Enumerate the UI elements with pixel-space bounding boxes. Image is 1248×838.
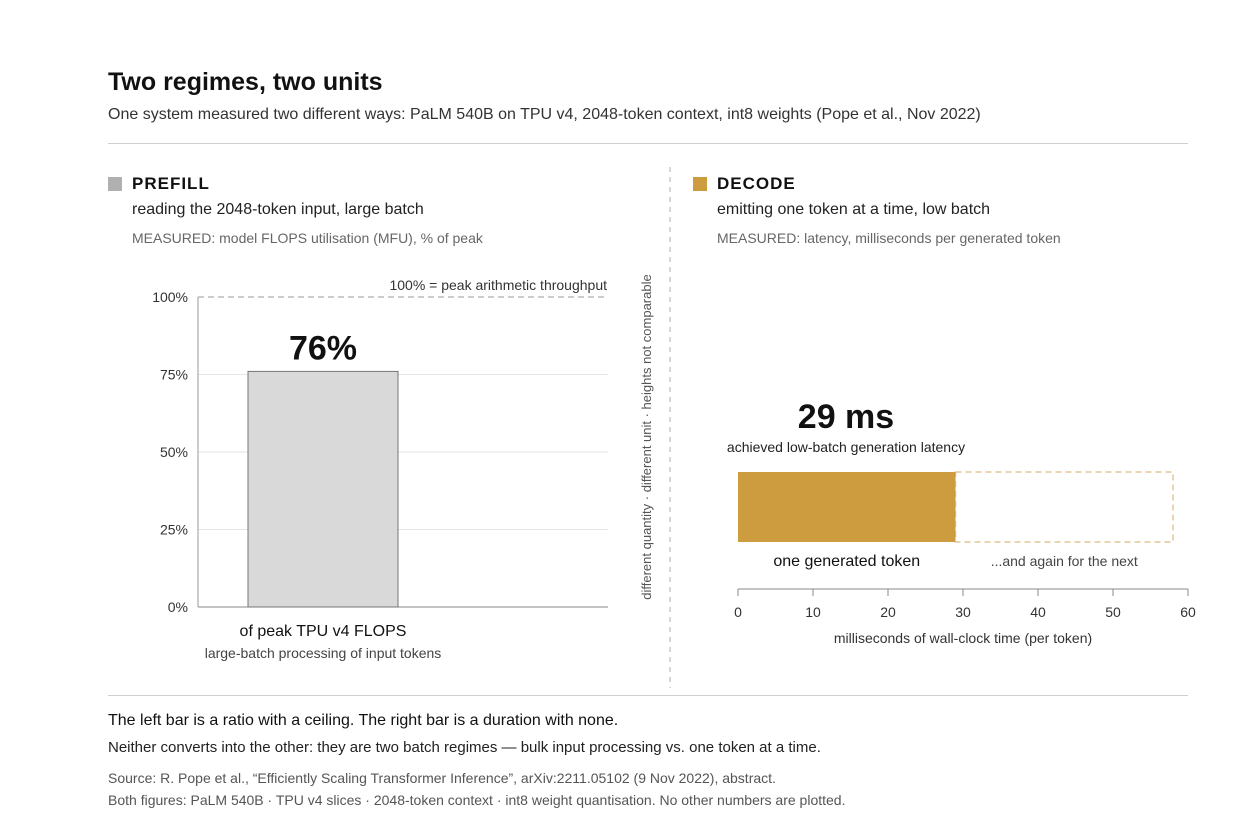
decode-x-tick-label: 40 — [1030, 604, 1046, 620]
top-rule — [108, 143, 1188, 144]
prefill-ceiling-label: 100% = peak arithmetic throughput — [389, 277, 607, 293]
prefill-description: reading the 2048-token input, large batc… — [132, 201, 424, 218]
footnote-primary: The left bar is a ratio with a ceiling. … — [108, 712, 619, 729]
prefill-y-tick-label: 50% — [160, 444, 188, 460]
prefill-bar-label: of peak TPU v4 FLOPS — [240, 623, 407, 640]
decode-x-tick-label: 10 — [805, 604, 821, 620]
decode-x-tick-label: 0 — [734, 604, 742, 620]
chart-title: Two regimes, two units — [108, 68, 383, 96]
decode-value-label: 29 ms — [798, 398, 894, 436]
decode-bar-label: one generated token — [773, 553, 920, 570]
prefill-y-tick-label: 75% — [160, 367, 188, 383]
decode-swatch — [693, 177, 707, 191]
decode-x-tick-label: 20 — [880, 604, 896, 620]
bottom-rule — [108, 695, 1188, 696]
decode-bar — [738, 472, 956, 542]
decode-measured: MEASURED: latency, milliseconds per gene… — [717, 230, 1061, 246]
prefill-y-ticks: 0% 25% 50% 75% 100% — [152, 289, 188, 615]
prefill-bar — [247, 370, 399, 608]
decode-next-token-bar — [954, 471, 1174, 543]
prefill-bar-sublabel: large-batch processing of input tokens — [205, 645, 442, 661]
prefill-measured: MEASURED: model FLOPS utilisation (MFU),… — [132, 230, 483, 246]
decode-next-label: ...and again for the next — [991, 553, 1138, 569]
chart-subtitle: One system measured two different ways: … — [108, 106, 981, 123]
prefill-swatch — [108, 177, 122, 191]
decode-x-label: milliseconds of wall-clock time (per tok… — [834, 630, 1092, 646]
prefill-y-tick-label: 100% — [152, 289, 188, 305]
prefill-y-tick-label: 0% — [168, 599, 188, 615]
decode-x-tick-label: 30 — [955, 604, 971, 620]
prefill-name: PREFILL — [132, 174, 210, 193]
divider-label: different quantity · different unit · he… — [639, 274, 654, 599]
prefill-y-tick-label: 25% — [160, 522, 188, 538]
source-line: Source: R. Pope et al., “Efficiently Sca… — [108, 770, 776, 786]
prefill-value-label: 76% — [289, 329, 357, 367]
decode-x-tick-label: 60 — [1180, 604, 1196, 620]
footnote-secondary: Neither converts into the other: they ar… — [108, 739, 821, 756]
decode-x-ticks: 0 10 20 30 40 50 60 — [734, 589, 1196, 620]
decode-caption: achieved low-batch generation latency — [727, 439, 965, 455]
decode-x-tick-label: 50 — [1105, 604, 1121, 620]
source-detail-line: Both figures: PaLM 540B · TPU v4 slices … — [108, 792, 846, 808]
decode-description: emitting one token at a time, low batch — [717, 201, 991, 218]
decode-name: DECODE — [717, 174, 796, 193]
